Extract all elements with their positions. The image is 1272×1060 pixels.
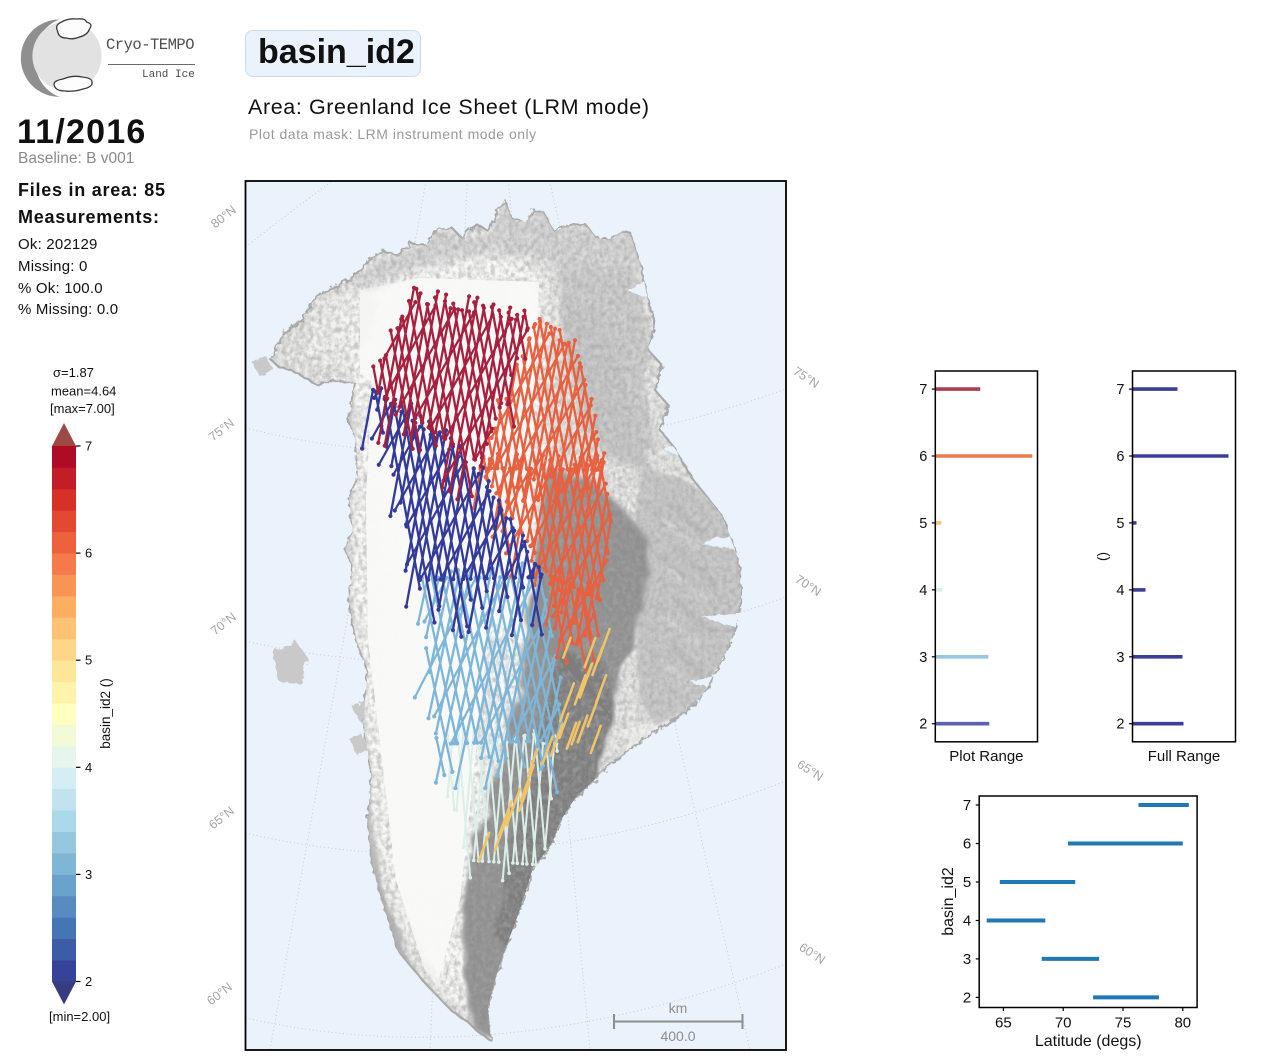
svg-text:75: 75 bbox=[1115, 1015, 1132, 1032]
svg-text:65: 65 bbox=[995, 1015, 1012, 1032]
svg-text:6: 6 bbox=[1116, 449, 1124, 465]
svg-text:4: 4 bbox=[1116, 583, 1124, 599]
svg-text:basin_id2 (): basin_id2 () bbox=[98, 678, 113, 749]
svg-text:7: 7 bbox=[85, 439, 92, 454]
svg-text:5: 5 bbox=[963, 874, 971, 891]
svg-text:2: 2 bbox=[1116, 717, 1124, 733]
svg-text:7: 7 bbox=[963, 797, 971, 814]
svg-text:3: 3 bbox=[85, 867, 92, 882]
svg-text:basin_id2: basin_id2 bbox=[940, 867, 957, 936]
svg-text:6: 6 bbox=[919, 449, 927, 465]
svg-text:(): () bbox=[1095, 552, 1110, 561]
svg-text:2: 2 bbox=[919, 717, 927, 733]
svg-text:Latitude (degs): Latitude (degs) bbox=[1035, 1033, 1142, 1050]
svg-text:7: 7 bbox=[919, 382, 927, 398]
svg-text:7: 7 bbox=[1116, 382, 1124, 398]
svg-text:km: km bbox=[669, 1000, 688, 1016]
svg-text:Plot Range: Plot Range bbox=[949, 748, 1023, 765]
svg-text:σ=1.87: σ=1.87 bbox=[53, 365, 94, 380]
svg-text:400.0: 400.0 bbox=[660, 1028, 695, 1044]
svg-text:80: 80 bbox=[1174, 1015, 1191, 1032]
svg-text:4: 4 bbox=[919, 583, 927, 599]
svg-text:2: 2 bbox=[963, 989, 971, 1006]
svg-text:6: 6 bbox=[963, 836, 971, 853]
svg-text:5: 5 bbox=[85, 653, 92, 668]
svg-text:[max=7.00]: [max=7.00] bbox=[50, 401, 115, 416]
svg-text:5: 5 bbox=[919, 516, 927, 532]
svg-text:6: 6 bbox=[85, 546, 92, 561]
svg-text:5: 5 bbox=[1116, 516, 1124, 532]
svg-text:3: 3 bbox=[1116, 650, 1124, 666]
svg-text:mean=4.64: mean=4.64 bbox=[51, 384, 116, 399]
svg-text:[min=2.00]: [min=2.00] bbox=[49, 1009, 110, 1024]
svg-text:Full Range: Full Range bbox=[1148, 748, 1221, 765]
svg-text:2: 2 bbox=[85, 974, 92, 989]
svg-text:70: 70 bbox=[1055, 1015, 1072, 1032]
svg-text:4: 4 bbox=[85, 760, 92, 775]
svg-text:3: 3 bbox=[963, 951, 971, 968]
svg-text:3: 3 bbox=[919, 650, 927, 666]
svg-text:4: 4 bbox=[963, 913, 971, 930]
